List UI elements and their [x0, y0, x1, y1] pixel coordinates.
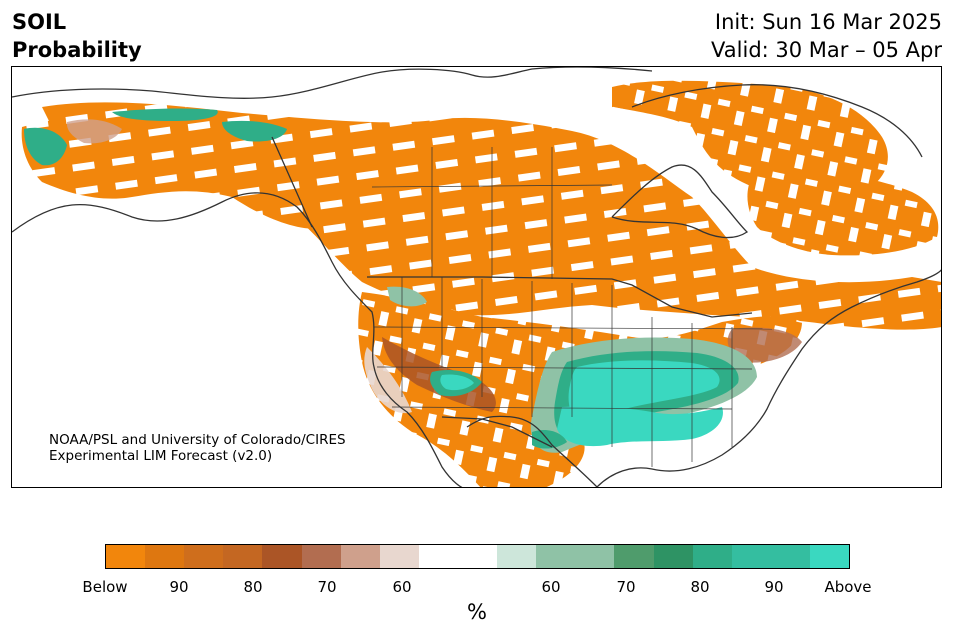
colorbar-ticks: Below 90 80 70 60 60 70 80 90 Above	[0, 578, 954, 598]
colorbar-segment	[262, 545, 302, 568]
country-border	[367, 276, 753, 318]
colorbar-tick-label: 80	[690, 578, 710, 596]
colorbar-segment	[536, 545, 576, 568]
coastline	[611, 164, 749, 239]
credit-line-1: NOAA/PSL and University of Colorado/CIRE…	[49, 432, 346, 448]
map-variable-title: SOIL	[12, 10, 67, 34]
country-border	[271, 136, 313, 228]
colorbar-segment	[379, 545, 419, 568]
colorbar-segment	[575, 545, 615, 568]
map-subtitle: Probability	[12, 38, 142, 62]
colorbar-segment-neutral	[418, 545, 498, 568]
coastline	[466, 415, 598, 487]
colorbar-segment	[497, 545, 537, 568]
colorbar-segment	[106, 545, 146, 568]
colorbar-tick-label: Above	[824, 578, 872, 596]
colorbar-segment	[223, 545, 263, 568]
colorbar-tick-label: 80	[243, 578, 263, 596]
below-normal-region	[612, 80, 888, 202]
init-date: Init: Sun 16 Mar 2025	[714, 10, 942, 34]
below-normal-strong-region	[727, 327, 802, 363]
colorbar-segment	[145, 545, 185, 568]
colorbar-tick-label: Below	[82, 578, 128, 596]
colorbar-segment	[809, 545, 850, 568]
map-panel	[11, 66, 942, 488]
colorbar-segment	[731, 545, 771, 568]
title-block-right: Init: Sun 16 Mar 2025 Valid: 30 Mar – 05…	[711, 8, 942, 64]
above-normal-strong-region	[557, 406, 723, 447]
state-border	[373, 326, 773, 330]
below-normal-light-region	[66, 119, 122, 144]
country-border	[441, 416, 553, 448]
coastline	[12, 192, 463, 487]
colorbar-unit-label: %	[467, 600, 487, 624]
title-block-left: SOIL Probability	[12, 8, 142, 64]
above-normal-region	[24, 127, 67, 166]
below-normal-light-region	[364, 347, 412, 414]
forecast-map	[12, 67, 941, 487]
colorbar-tick-label: 60	[541, 578, 561, 596]
coastline	[12, 67, 653, 99]
colorbar-segment	[653, 545, 693, 568]
below-normal-region	[747, 172, 939, 256]
above-normal-region	[532, 430, 567, 449]
valid-period: Valid: 30 Mar – 05 Apr	[711, 38, 942, 62]
colorbar-segment	[301, 545, 341, 568]
below-normal-region	[21, 116, 336, 229]
colorbar-tick-label: 90	[764, 578, 784, 596]
above-normal-region	[222, 120, 287, 142]
colorbar-tick-label: 70	[317, 578, 337, 596]
coastline	[631, 84, 923, 158]
coastline	[596, 269, 941, 487]
colorbar-segment	[340, 545, 380, 568]
colorbar-segment	[692, 545, 732, 568]
credit-line-2: Experimental LIM Forecast (v2.0)	[49, 448, 273, 464]
coastlines	[12, 67, 941, 487]
colorbar-tick-label: 60	[392, 578, 412, 596]
above-normal-strong-region	[440, 374, 474, 391]
colorbar-segment	[614, 545, 654, 568]
state-border	[391, 406, 733, 410]
colorbar-tick-label: 70	[616, 578, 636, 596]
credit-text: NOAA/PSL and University of Colorado/CIRE…	[49, 432, 346, 464]
above-normal-region	[112, 108, 218, 121]
province-border	[371, 184, 613, 188]
colorbar-segment	[184, 545, 224, 568]
colorbar-segment	[770, 545, 810, 568]
colorbar-tick-label: 90	[169, 578, 189, 596]
state-border	[376, 366, 753, 370]
state-borders	[371, 147, 773, 467]
above-normal-light-region	[387, 286, 427, 307]
colorbar	[105, 544, 850, 569]
